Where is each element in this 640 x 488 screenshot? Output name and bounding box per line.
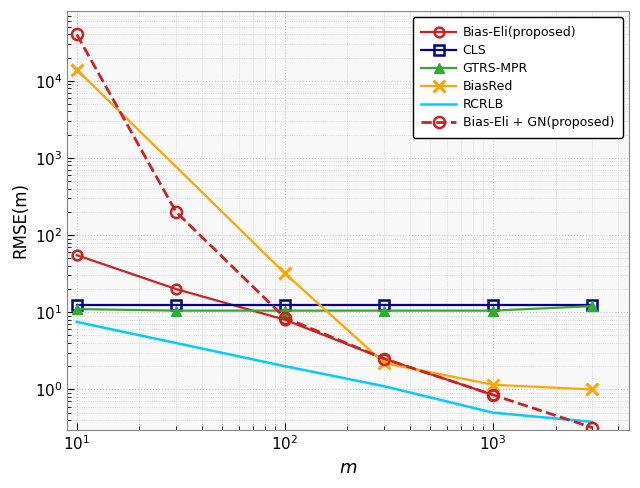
Line: Bias-Eli(proposed): Bias-Eli(proposed) (72, 250, 498, 400)
GTRS-MPR (73, 306, 81, 312)
CLS (489, 302, 497, 308)
RCRLB (281, 363, 289, 369)
Bias-Eli + GN(proposed) (281, 315, 289, 321)
CLS (380, 302, 388, 308)
Line: RCRLB: RCRLB (77, 322, 592, 422)
Bias-Eli(proposed) (172, 286, 180, 292)
Bias-Eli(proposed) (73, 252, 81, 258)
GTRS-MPR (172, 308, 180, 314)
Bias-Eli(proposed) (281, 317, 289, 323)
RCRLB (73, 319, 81, 325)
Bias-Eli + GN(proposed) (588, 425, 596, 430)
CLS (73, 302, 81, 308)
BiasRed (588, 386, 596, 392)
GTRS-MPR (588, 303, 596, 309)
X-axis label: m: m (339, 459, 357, 477)
CLS (281, 302, 289, 308)
GTRS-MPR (489, 308, 497, 314)
Bias-Eli + GN(proposed) (380, 356, 388, 362)
Legend: Bias-Eli(proposed), CLS, GTRS-MPR, BiasRed, RCRLB, Bias-Eli + GN(proposed): Bias-Eli(proposed), CLS, GTRS-MPR, BiasR… (413, 18, 623, 138)
BiasRed (380, 360, 388, 366)
RCRLB (588, 419, 596, 425)
Bias-Eli + GN(proposed) (172, 209, 180, 215)
Y-axis label: RMSE(m): RMSE(m) (11, 183, 29, 259)
Bias-Eli + GN(proposed) (489, 392, 497, 398)
GTRS-MPR (380, 308, 388, 314)
Line: Bias-Eli + GN(proposed): Bias-Eli + GN(proposed) (71, 29, 598, 433)
CLS (588, 302, 596, 308)
BiasRed (73, 66, 81, 72)
Line: GTRS-MPR: GTRS-MPR (72, 301, 597, 316)
Line: BiasRed: BiasRed (70, 63, 598, 396)
GTRS-MPR (281, 308, 289, 314)
RCRLB (489, 410, 497, 416)
CLS (172, 302, 180, 308)
BiasRed (489, 382, 497, 387)
Bias-Eli(proposed) (380, 356, 388, 362)
RCRLB (380, 383, 388, 389)
Bias-Eli(proposed) (489, 392, 497, 398)
Line: CLS: CLS (72, 300, 597, 310)
Bias-Eli + GN(proposed) (73, 31, 81, 37)
BiasRed (281, 270, 289, 276)
